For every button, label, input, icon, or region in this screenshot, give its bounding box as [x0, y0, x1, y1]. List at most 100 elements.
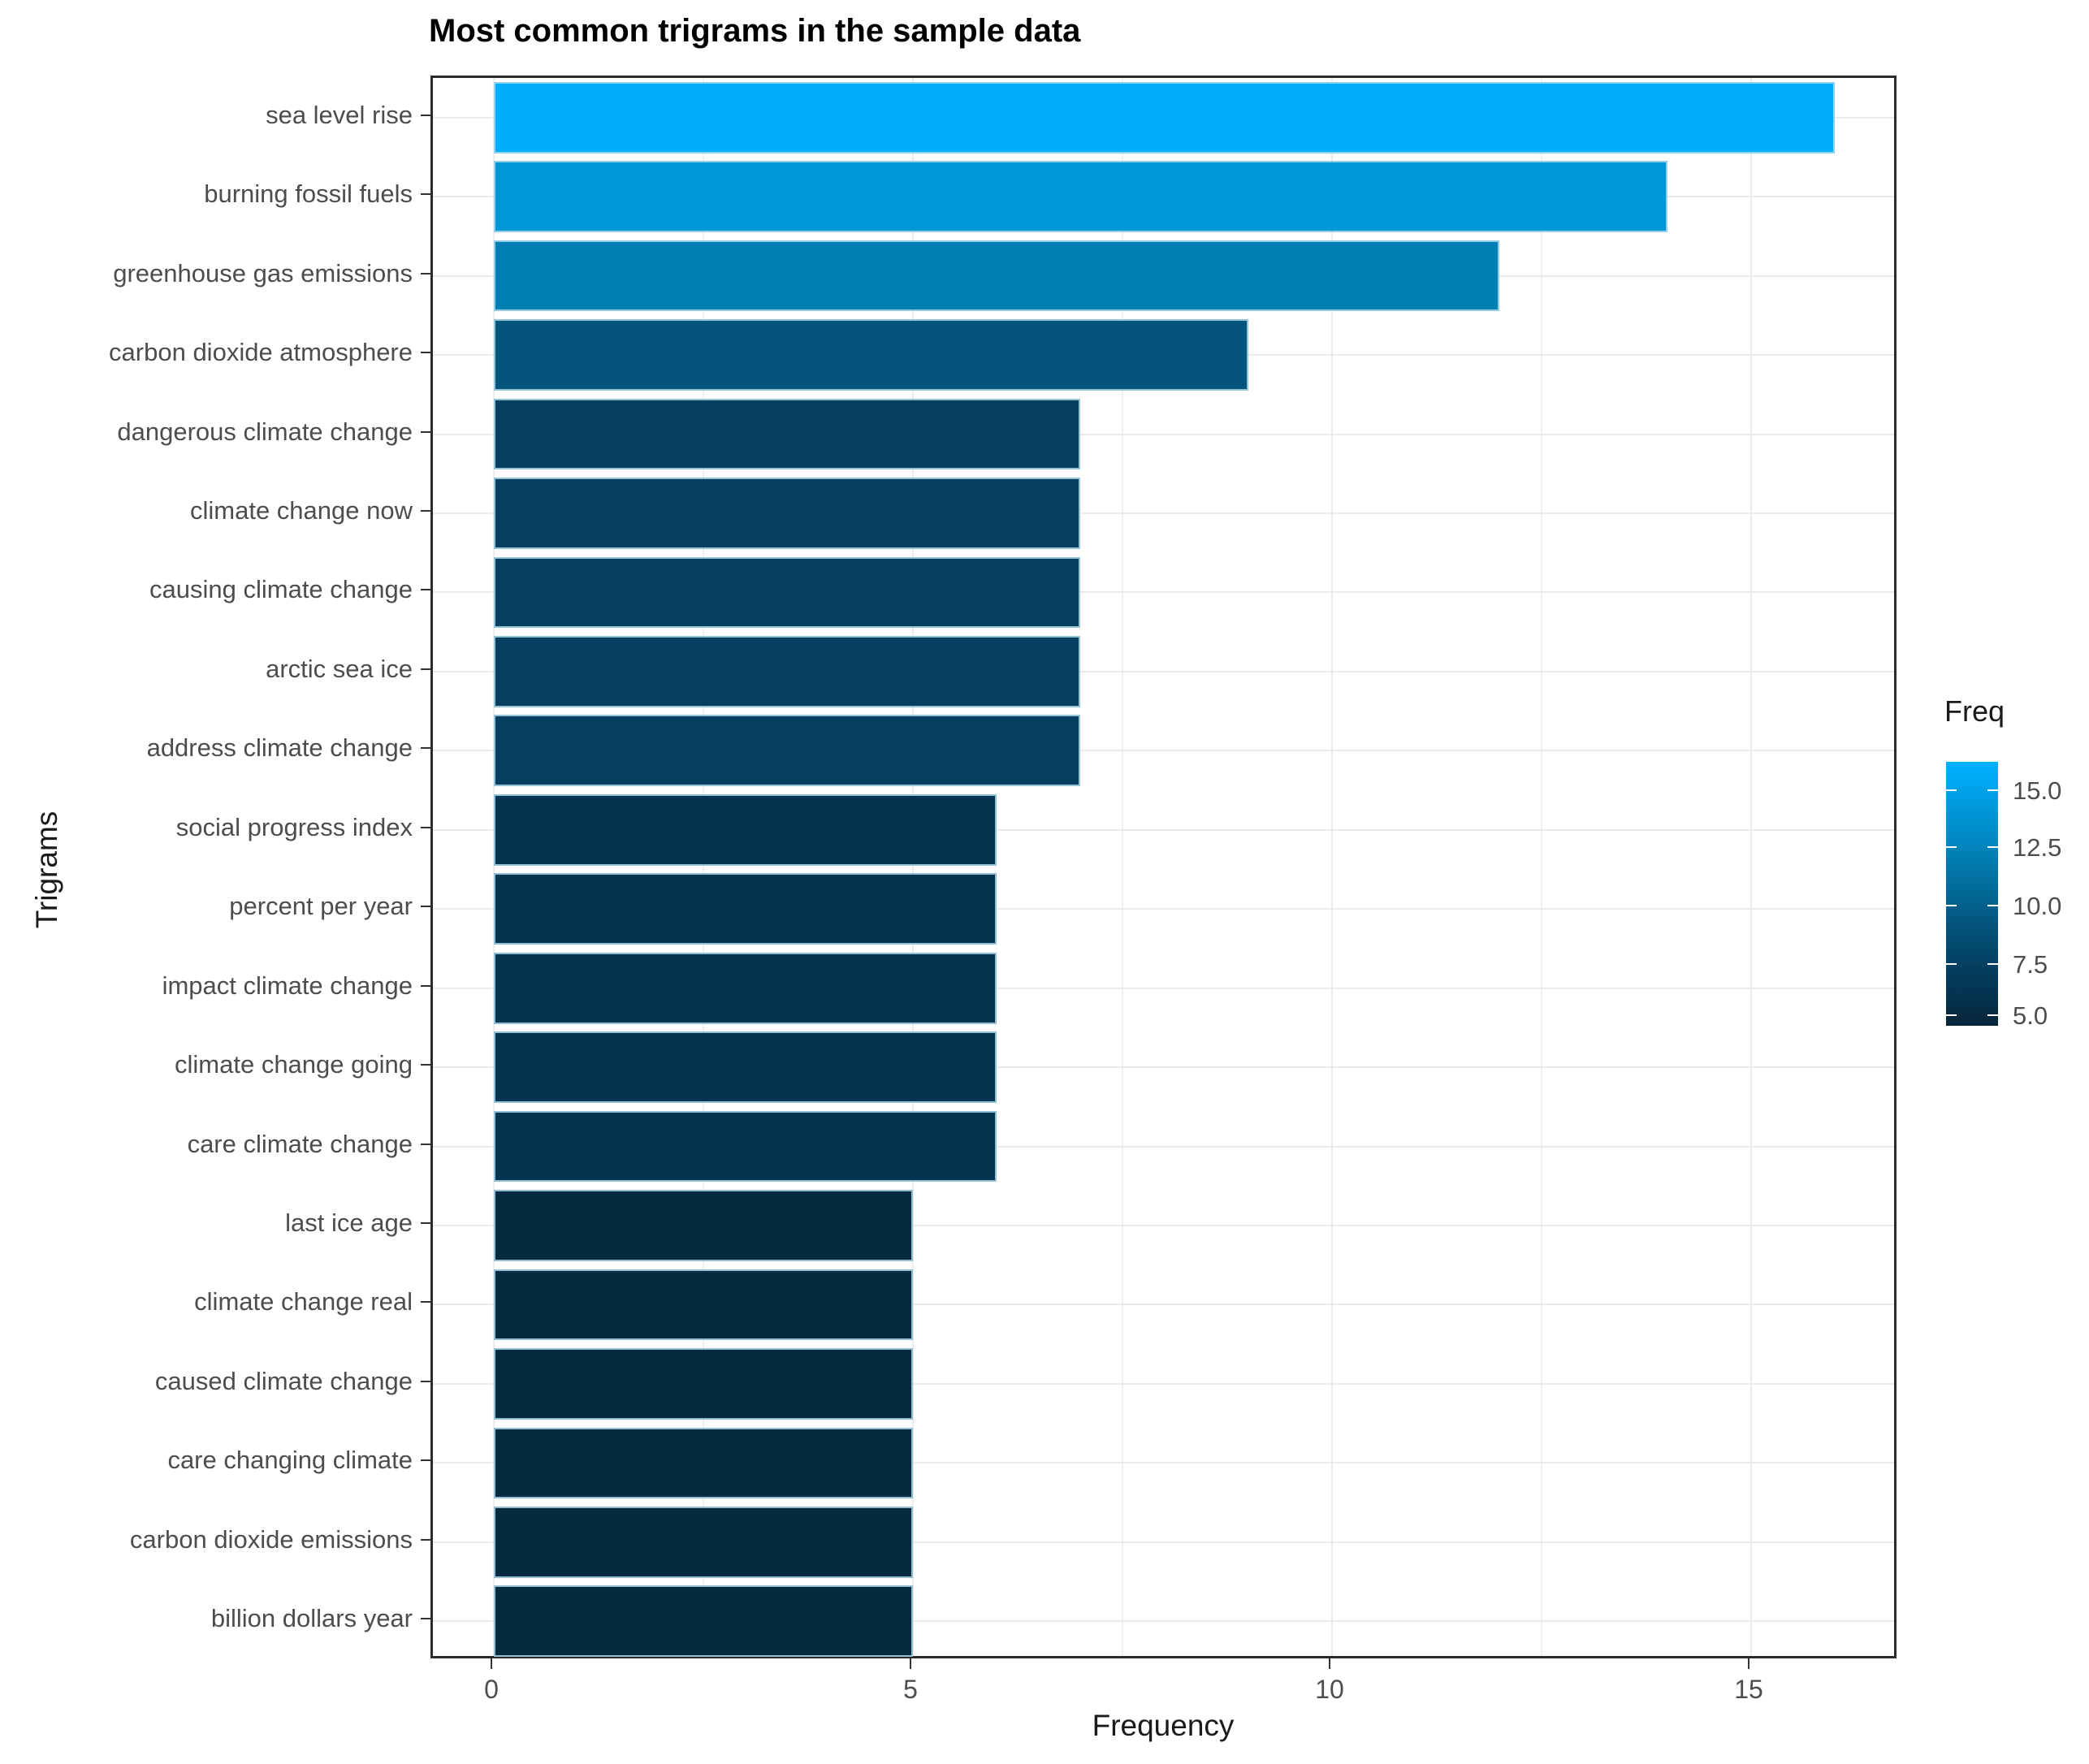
legend-tick-label: 7.5 — [2013, 949, 2048, 979]
bar — [494, 240, 1500, 312]
legend-tick-mark — [1946, 962, 1957, 965]
bar — [494, 636, 1081, 707]
category-gridline — [433, 512, 1894, 514]
y-tick-mark — [421, 1538, 430, 1541]
bar — [494, 1031, 997, 1103]
legend-tick-label: 5.0 — [2013, 1001, 2048, 1030]
bar — [494, 873, 997, 945]
category-gridline — [433, 1225, 1894, 1227]
legend-tick-mark — [1987, 962, 1998, 965]
y-tick-mark — [421, 1222, 430, 1225]
y-tick-mark — [421, 1064, 430, 1066]
chart-title: Most common trigrams in the sample data — [429, 13, 1081, 49]
y-axis-label: climate change now — [190, 495, 413, 525]
legend-tick-mark — [1987, 1014, 1998, 1016]
bar — [494, 1110, 997, 1182]
legend-tick-mark — [1987, 905, 1998, 907]
y-axis-label: social progress index — [175, 812, 413, 841]
bar — [494, 161, 1667, 233]
bar — [494, 398, 1081, 470]
category-gridline — [433, 750, 1894, 752]
bar — [494, 1269, 913, 1341]
bar — [494, 1585, 913, 1658]
legend-tick-label: 15.0 — [2013, 776, 2062, 806]
y-axis-label: care changing climate — [167, 1446, 413, 1475]
minor-gridline — [1541, 78, 1542, 1656]
y-tick-mark — [421, 352, 430, 354]
y-axis-label: climate change going — [175, 1050, 413, 1079]
category-gridline — [433, 670, 1894, 672]
y-tick-mark — [421, 1618, 430, 1620]
category-gridline — [433, 591, 1894, 594]
y-tick-mark — [421, 272, 430, 275]
y-axis-label: arctic sea ice — [266, 654, 413, 683]
legend-tick-mark — [1946, 905, 1957, 907]
x-tick-mark — [910, 1658, 911, 1669]
major-gridline — [493, 78, 495, 1656]
category-gridline — [433, 1382, 1894, 1385]
category-gridline — [433, 1462, 1894, 1464]
x-tick-label: 0 — [484, 1675, 499, 1704]
x-tick-label: 5 — [903, 1675, 918, 1704]
x-axis-title: Frequency — [1092, 1709, 1235, 1742]
category-gridline — [433, 828, 1894, 831]
y-tick-mark — [421, 430, 430, 433]
y-tick-mark — [421, 589, 430, 591]
category-gridline — [433, 433, 1894, 435]
legend-colorbar — [1946, 762, 1998, 1026]
minor-gridline — [1122, 78, 1123, 1656]
y-axis-label: last ice age — [285, 1208, 413, 1238]
legend-tick-mark — [1946, 1014, 1957, 1016]
category-gridline — [433, 987, 1894, 989]
y-axis-label: impact climate change — [162, 971, 413, 1000]
y-tick-mark — [421, 747, 430, 750]
x-tick-label: 10 — [1315, 1675, 1344, 1704]
y-axis-label: billion dollars year — [210, 1604, 413, 1633]
y-axis-label: carbon dioxide atmosphere — [109, 338, 413, 367]
plot-panel — [430, 76, 1897, 1658]
category-gridline — [433, 1620, 1894, 1623]
major-gridline — [1331, 78, 1333, 1656]
y-tick-mark — [421, 509, 430, 512]
y-axis-title: Trigrams — [30, 811, 63, 929]
y-tick-mark — [421, 1143, 430, 1145]
bar — [494, 793, 997, 866]
major-gridline — [912, 78, 914, 1656]
bar — [494, 715, 1081, 787]
y-axis-label: care climate change — [187, 1129, 413, 1158]
legend-tick-label: 12.5 — [2013, 832, 2062, 862]
x-tick-mark — [1329, 1658, 1330, 1669]
legend-tick-label: 10.0 — [2013, 892, 2062, 921]
y-axis-label: caused climate change — [154, 1366, 413, 1395]
y-axis-label: percent per year — [229, 892, 413, 921]
minor-gridline — [703, 78, 704, 1656]
bar — [494, 1190, 913, 1261]
bar — [494, 478, 1081, 549]
y-axis-label: dangerous climate change — [117, 417, 413, 446]
x-tick-mark — [491, 1658, 492, 1669]
y-axis-label: causing climate change — [149, 575, 413, 604]
x-tick-label: 15 — [1734, 1675, 1763, 1704]
bar — [494, 952, 997, 1024]
legend-tick-mark — [1946, 789, 1957, 792]
y-tick-mark — [421, 114, 430, 116]
major-gridline — [1750, 78, 1752, 1656]
x-tick-mark — [1748, 1658, 1749, 1669]
category-gridline — [433, 1304, 1894, 1306]
category-gridline — [433, 1541, 1894, 1543]
y-tick-mark — [421, 826, 430, 828]
legend-tick-mark — [1987, 845, 1998, 848]
bar — [494, 1427, 913, 1499]
bar — [494, 1348, 913, 1420]
bar — [494, 319, 1248, 391]
y-axis-label: address climate change — [146, 733, 413, 763]
category-gridline — [433, 908, 1894, 910]
y-tick-mark — [421, 1380, 430, 1382]
legend-tick-mark — [1946, 845, 1957, 848]
bar — [494, 556, 1081, 629]
y-axis-label: sea level rise — [266, 100, 413, 129]
category-gridline — [433, 1145, 1894, 1148]
y-tick-mark — [421, 984, 430, 987]
y-tick-mark — [421, 1301, 430, 1304]
